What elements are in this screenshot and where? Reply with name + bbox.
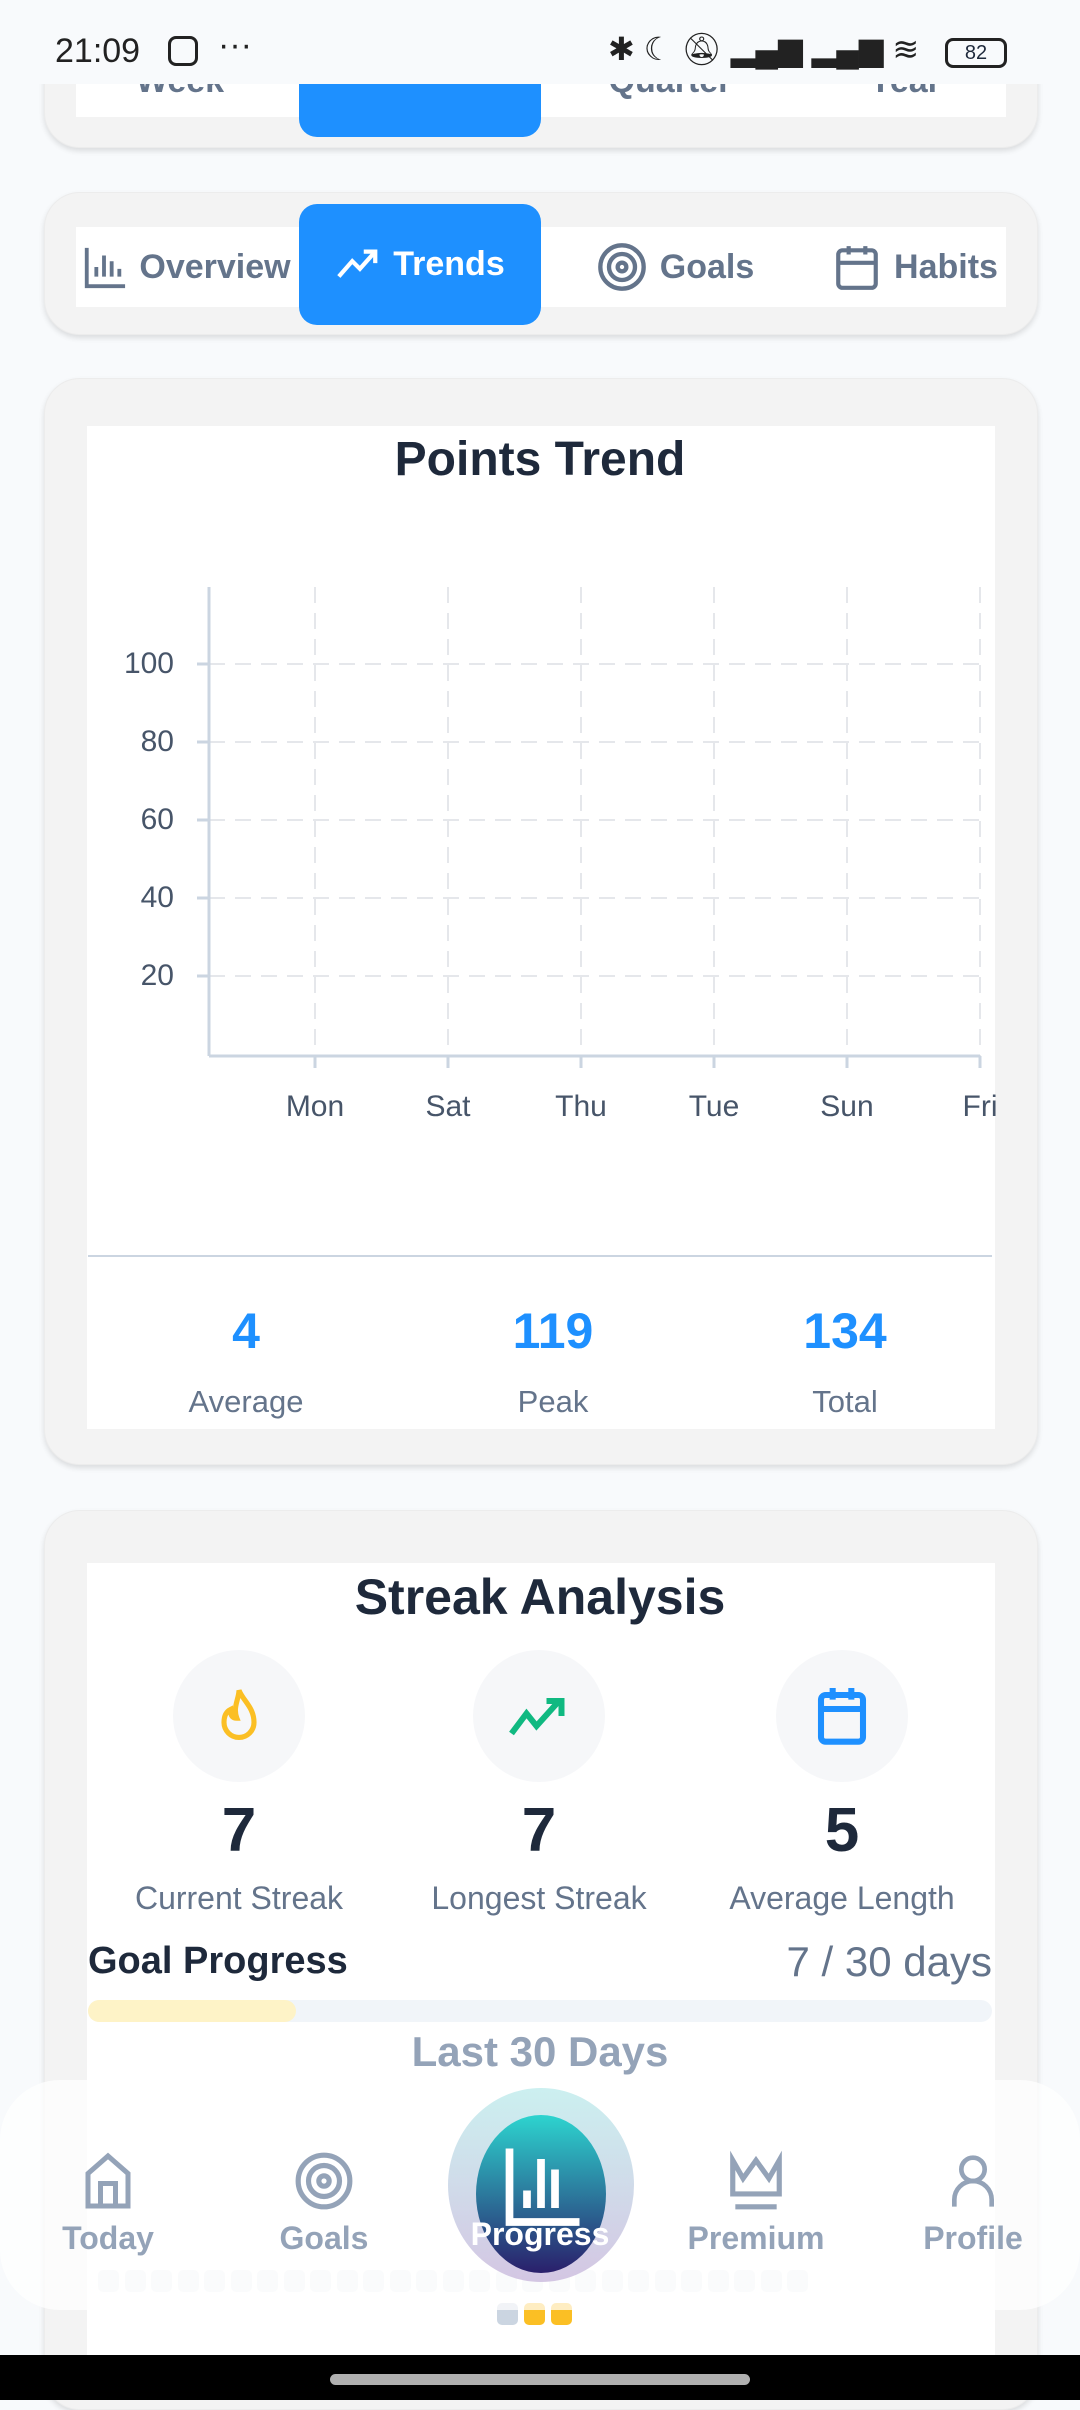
goal-progress-bar <box>88 2000 992 2022</box>
x-tick-label: Thu <box>555 1090 607 1123</box>
stat-average-value: 4 <box>232 1303 260 1359</box>
status-time: 21:09 <box>55 32 141 70</box>
points-trend-chart <box>197 587 982 1068</box>
tab-trends[interactable]: Trends <box>299 204 541 325</box>
y-tick-label: 80 <box>140 725 174 758</box>
nav-progress-label[interactable]: Progress <box>470 2216 610 2252</box>
trending-up-icon <box>509 1698 565 1736</box>
home-icon <box>85 2152 131 2209</box>
x-tick-label: Mon <box>285 1090 345 1123</box>
current-streak-value: 7 <box>221 1796 257 1865</box>
last-days-label: Last 30 Days <box>411 2028 669 2075</box>
goal-progress-fill <box>88 2000 296 2022</box>
y-tick-label: 40 <box>140 881 174 914</box>
y-tick-label: 100 <box>123 647 174 680</box>
current-streak-label: Current Streak <box>134 1880 344 1916</box>
battery-icon: 82 <box>945 38 1007 68</box>
flame-icon <box>221 1689 257 1740</box>
flame-icon-badge <box>173 1650 305 1782</box>
streak-title: Streak Analysis <box>354 1569 726 1625</box>
more-notifications-icon: ··· <box>218 26 252 64</box>
calendar-icon <box>817 1688 867 1745</box>
nav-goals[interactable]: Goals <box>244 2150 404 2257</box>
nav-progress-button[interactable] <box>476 2115 606 2273</box>
x-tick-label: Fri <box>962 1090 998 1123</box>
tab-goals[interactable]: Goals <box>575 227 775 307</box>
x-tick-label: Sun <box>820 1090 874 1123</box>
calendar-icon <box>836 246 878 290</box>
home-handle[interactable] <box>330 2374 750 2385</box>
target-icon <box>597 243 646 291</box>
view-tabs-card: Overview Trends Goals Habits <box>44 192 1038 335</box>
goal-progress-label: Goal Progress <box>88 1940 348 1982</box>
stat-average-label: Average <box>188 1384 304 1419</box>
trend-icon-badge <box>473 1650 605 1782</box>
stat-total-label: Total <box>812 1384 878 1419</box>
x-tick-label: Tue <box>688 1090 740 1123</box>
longest-streak-label: Longest Streak <box>431 1880 647 1916</box>
target-icon <box>295 2152 353 2210</box>
y-tick-label: 60 <box>140 803 174 836</box>
stat-total-value: 134 <box>803 1303 887 1359</box>
trending-up-icon <box>337 248 378 278</box>
tab-habits[interactable]: Habits <box>815 227 1015 307</box>
nav-profile[interactable]: Profile <box>893 2150 1053 2257</box>
stat-peak-value: 119 <box>512 1303 594 1359</box>
x-tick-label: Sat <box>425 1090 471 1123</box>
bar-chart-icon <box>505 2148 580 2226</box>
tab-overview[interactable]: Overview <box>76 227 296 307</box>
user-icon <box>952 2155 994 2207</box>
instagram-icon <box>168 36 198 66</box>
status-icons: ✱ ☾ 🔕︎ ▂▄▆ ▂▄▆ ≋ <box>608 31 920 67</box>
y-tick-label: 20 <box>140 959 174 992</box>
crown-icon <box>730 2150 782 2210</box>
calendar-icon-badge <box>776 1650 908 1782</box>
nav-premium[interactable]: Premium <box>676 2150 836 2257</box>
average-length-label: Average Length <box>729 1880 955 1916</box>
divider <box>88 1255 992 1257</box>
goal-progress-value: 7 / 30 days <box>786 1938 992 1985</box>
average-length-value: 5 <box>824 1796 860 1865</box>
status-bar: 21:09 ··· ✱ ☾ 🔕︎ ▂▄▆ ▂▄▆ ≋ 82 <box>0 0 1080 84</box>
stat-peak-label: Peak <box>517 1384 589 1419</box>
bar-chart-icon <box>85 247 126 289</box>
longest-streak-value: 7 <box>521 1796 557 1865</box>
system-nav-bar <box>0 2355 1080 2400</box>
chart-title: Points Trend <box>394 433 686 486</box>
nav-today[interactable]: Today <box>28 2150 188 2257</box>
points-trend-card <box>44 378 1038 1465</box>
